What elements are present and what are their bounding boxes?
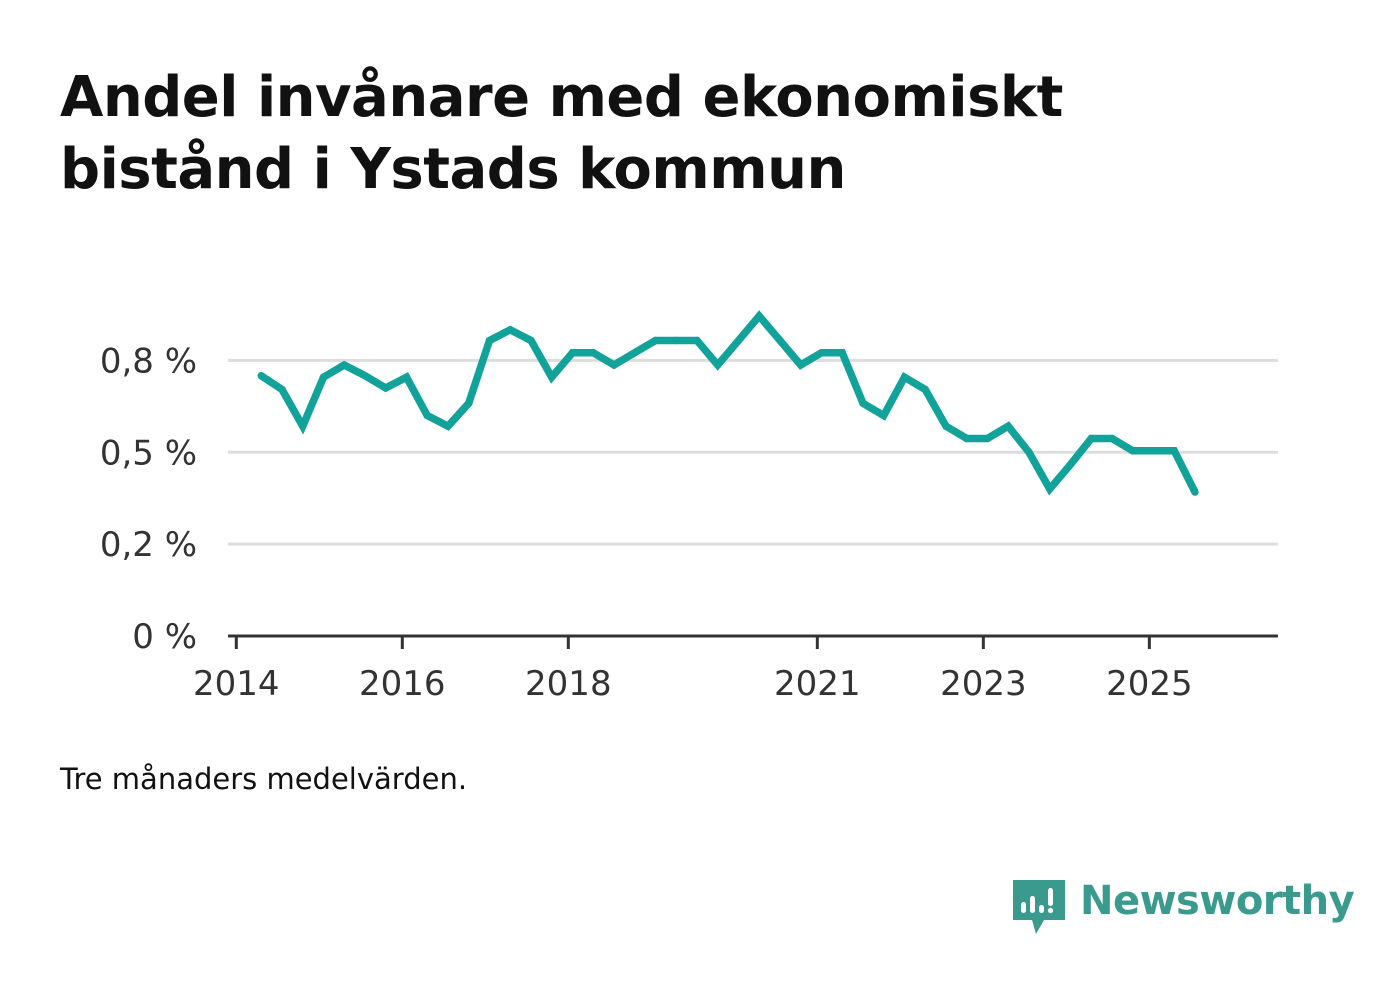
x-tick-label: 2014 bbox=[193, 664, 280, 704]
data-point bbox=[610, 361, 618, 369]
data-point bbox=[1170, 447, 1178, 455]
data-point bbox=[568, 349, 577, 357]
data-point bbox=[382, 384, 390, 392]
x-tick-label: 2023 bbox=[940, 664, 1027, 704]
data-point bbox=[755, 312, 763, 320]
data-point bbox=[797, 361, 805, 369]
data-point bbox=[838, 349, 846, 357]
brand-name: Newsworthy bbox=[1080, 878, 1355, 924]
y-tick-label: 0,2 % bbox=[100, 525, 197, 565]
data-point bbox=[423, 411, 431, 420]
x-tick-label: 2021 bbox=[774, 664, 861, 704]
x-tick-label: 2016 bbox=[359, 664, 446, 704]
y-tick-label: 0 % bbox=[132, 617, 197, 657]
data-point bbox=[672, 336, 680, 345]
data-point bbox=[859, 399, 867, 407]
y-tick-label: 0,5 % bbox=[100, 433, 197, 473]
data-point bbox=[506, 326, 514, 334]
data-point bbox=[402, 373, 411, 381]
series-group bbox=[257, 310, 1199, 496]
data-point bbox=[776, 336, 784, 345]
y-axis-tick-labels: 0 % 0,2 % 0,5 % 0,8 % bbox=[100, 341, 197, 657]
gridlines bbox=[228, 358, 1278, 546]
data-point bbox=[900, 373, 909, 381]
data-point bbox=[548, 373, 556, 381]
data-point bbox=[1191, 488, 1199, 496]
data-point bbox=[340, 361, 348, 369]
chart-note: Tre månaders medelvärden. bbox=[60, 762, 468, 796]
brand-logo: Newsworthy bbox=[1010, 876, 1355, 942]
data-point bbox=[1108, 434, 1116, 443]
data-point bbox=[1087, 434, 1095, 443]
x-tick-label: 2025 bbox=[1106, 664, 1193, 704]
newsworthy-logo-icon bbox=[1013, 880, 1065, 934]
data-point bbox=[942, 422, 950, 430]
data-point bbox=[963, 434, 971, 443]
data-point bbox=[299, 422, 307, 430]
data-point bbox=[921, 385, 929, 394]
data-point bbox=[319, 373, 328, 381]
data-point bbox=[983, 434, 992, 443]
data-point bbox=[1129, 447, 1137, 455]
data-point bbox=[1004, 422, 1012, 430]
x-tick-label: 2018 bbox=[525, 664, 612, 704]
data-point bbox=[589, 349, 597, 357]
data-point bbox=[1025, 448, 1033, 456]
series-line-0 bbox=[259, 310, 1199, 496]
data-point bbox=[734, 336, 743, 345]
data-point bbox=[651, 336, 660, 345]
data-point bbox=[465, 399, 473, 407]
data-point bbox=[1046, 485, 1054, 493]
chart-title-line-1: Andel invånare med ekonomiskt bbox=[60, 65, 1063, 130]
data-point bbox=[278, 385, 286, 394]
chart-title-line-2: bistånd i Ystads kommun bbox=[60, 137, 846, 202]
chart-title: Andel invånare med ekonomiskt bistånd i … bbox=[60, 62, 1260, 206]
data-point bbox=[527, 336, 535, 345]
y-tick-label: 0,8 % bbox=[100, 341, 197, 381]
data-point bbox=[693, 336, 701, 345]
data-point bbox=[444, 422, 452, 430]
data-point bbox=[1149, 447, 1158, 455]
data-point bbox=[361, 372, 369, 380]
x-axis: 2014 2016 2018 2021 2023 2025 bbox=[193, 634, 1278, 704]
data-point bbox=[631, 349, 639, 357]
data-point bbox=[714, 361, 722, 369]
data-point bbox=[257, 372, 265, 380]
data-point bbox=[817, 349, 826, 357]
data-point bbox=[880, 411, 888, 420]
data-point bbox=[485, 336, 494, 345]
data-point bbox=[1066, 460, 1075, 469]
line-chart: 0 %0,2 %0,5 %0,8 % 2014 2016 2018 2021 2023 2… bbox=[100, 310, 1278, 704]
